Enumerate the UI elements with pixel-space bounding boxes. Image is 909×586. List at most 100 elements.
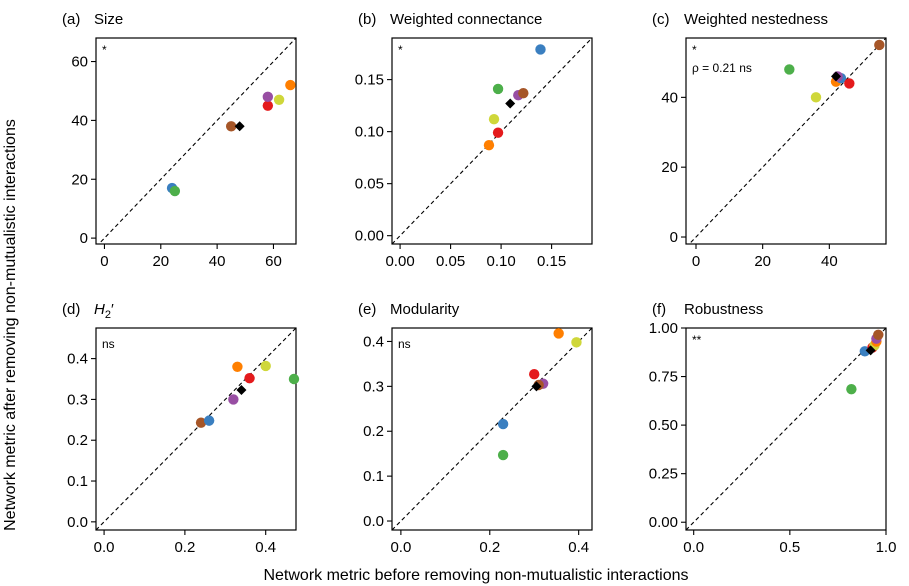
data-point-yellow: [260, 360, 271, 372]
chart-panel-3: (c) Weighted nestedness 0 20 40 0 20 40 * ρ = 0.2…: [652, 11, 887, 270]
data-point-green: [492, 83, 504, 95]
significance-label: ns: [398, 337, 411, 351]
data-point-yellow: [488, 113, 500, 125]
y-tick-label: 0: [670, 229, 678, 246]
panel-letter: (b): [358, 11, 376, 28]
x-tick-label: 0.5: [779, 539, 800, 556]
y-tick-label: 0.3: [67, 391, 88, 408]
y-axis-title: Network metric after removing non-mutual…: [2, 119, 19, 531]
one-to-one-line: [96, 328, 296, 530]
data-point-green: [288, 373, 300, 385]
mean-diamond-marker: [831, 71, 841, 82]
y-tick-label: 1.00: [649, 320, 678, 337]
y-tick-label: 0.0: [67, 514, 88, 531]
x-tick-label: 0.15: [537, 253, 566, 270]
data-point-yellow: [273, 94, 285, 106]
x-tick-label: 0.2: [479, 539, 500, 556]
x-tick-label: 1.0: [876, 539, 897, 556]
y-tick-label: 0.1: [363, 468, 384, 485]
plot-frame: [95, 37, 297, 245]
mean-diamond-marker: [865, 345, 876, 356]
data-point-yellow: [810, 92, 822, 103]
y-tick-label: 0: [80, 230, 88, 247]
panel-title: Size: [94, 11, 123, 28]
x-tick-label: 60: [265, 253, 282, 270]
plot-frame: [685, 327, 887, 531]
mean-diamond-marker: [531, 381, 542, 392]
one-to-one-line: [688, 38, 886, 244]
data-point-green: [846, 383, 857, 395]
data-point-red: [244, 372, 255, 384]
y-tick-label: 0.00: [355, 228, 384, 245]
y-tick-label: 0.4: [67, 351, 88, 368]
panel-title: H2′: [94, 301, 114, 321]
plot-frame: [95, 327, 297, 531]
one-to-one-line: [686, 328, 886, 530]
plot-frame: [391, 37, 593, 245]
significance-label: *: [692, 43, 697, 57]
x-tick-label: 0.00: [385, 253, 414, 270]
chart-panel-2: (b) Weighted connectance 0.00 0.05 0.10 0.15 0…: [355, 11, 593, 270]
data-point-red: [492, 127, 504, 138]
x-tick-label: 0.10: [486, 253, 515, 270]
data-point-brown: [873, 329, 884, 340]
data-point-blue: [497, 418, 509, 430]
y-tick-label: 0.10: [355, 124, 384, 141]
y-tick-label: 0.00: [649, 514, 678, 531]
panel-letter: (e): [358, 301, 376, 318]
y-tick-label: 0.25: [649, 466, 678, 483]
y-tick-label: 20: [71, 171, 88, 188]
mean-diamond-marker: [505, 98, 516, 109]
y-tick-label: 0.50: [649, 417, 678, 434]
data-point-purple: [262, 91, 274, 103]
y-tick-label: 40: [71, 112, 88, 129]
x-tick-label: 40: [821, 253, 838, 270]
x-tick-label: 0.0: [683, 539, 704, 556]
panel-title: Weighted nestedness: [684, 11, 828, 28]
one-to-one-line: [98, 38, 296, 244]
data-point-green: [497, 449, 509, 461]
panel-title: Weighted connectance: [390, 11, 542, 28]
panel-letter: (a): [62, 11, 80, 28]
y-tick-label: 0.15: [355, 72, 384, 89]
x-tick-label: 0.0: [390, 539, 411, 556]
x-tick-label: 0.4: [568, 539, 589, 556]
data-point-orange: [483, 139, 495, 151]
y-tick-label: 60: [71, 54, 88, 71]
chart-panel-5: (e) Modularity 0.0 0.2 0.4 0.0 0.1 0.2 0.3 0.4 ns: [358, 301, 593, 556]
significance-label: *: [102, 43, 107, 57]
data-point-red: [844, 78, 855, 89]
y-tick-label: 0.75: [649, 369, 678, 386]
plot-frame: [391, 327, 593, 531]
mean-diamond-marker: [236, 385, 247, 396]
data-point-blue: [535, 44, 546, 55]
data-point-brown: [874, 39, 885, 51]
data-point-blue: [203, 415, 215, 426]
y-tick-label: 0.0: [363, 513, 384, 530]
x-tick-label: 0: [100, 253, 108, 270]
data-point-purple: [228, 394, 239, 405]
data-point-green: [169, 185, 181, 197]
x-tick-label: 0: [692, 253, 700, 270]
panel-letter: (d): [62, 301, 80, 318]
x-tick-label: 0.2: [174, 539, 195, 556]
x-axis-title: Network metric before removing non-mutua…: [263, 567, 688, 584]
data-point-brown: [195, 417, 207, 428]
data-point-orange: [232, 361, 243, 372]
panel-title: Robustness: [684, 301, 763, 318]
data-point-brown: [518, 87, 529, 99]
panel-letter: (f): [652, 301, 666, 318]
y-tick-label: 20: [661, 159, 678, 176]
y-tick-label: 0.4: [363, 333, 384, 350]
correlation-annotation: ρ = 0.21 ns: [692, 61, 752, 75]
data-point-red: [262, 100, 274, 111]
data-point-brown: [226, 121, 237, 132]
mean-diamond-marker: [234, 121, 245, 132]
data-point-orange: [285, 79, 296, 91]
data-point-green: [784, 64, 795, 75]
significance-label: *: [398, 43, 403, 57]
panels: (a) Size 0 20 40 60 0 20 40 60 * (b) Weighted connec…: [62, 11, 896, 556]
plot-frame: [685, 37, 887, 245]
chart-panel-1: (a) Size 0 20 40 60 0 20 40 60 *: [62, 11, 297, 270]
